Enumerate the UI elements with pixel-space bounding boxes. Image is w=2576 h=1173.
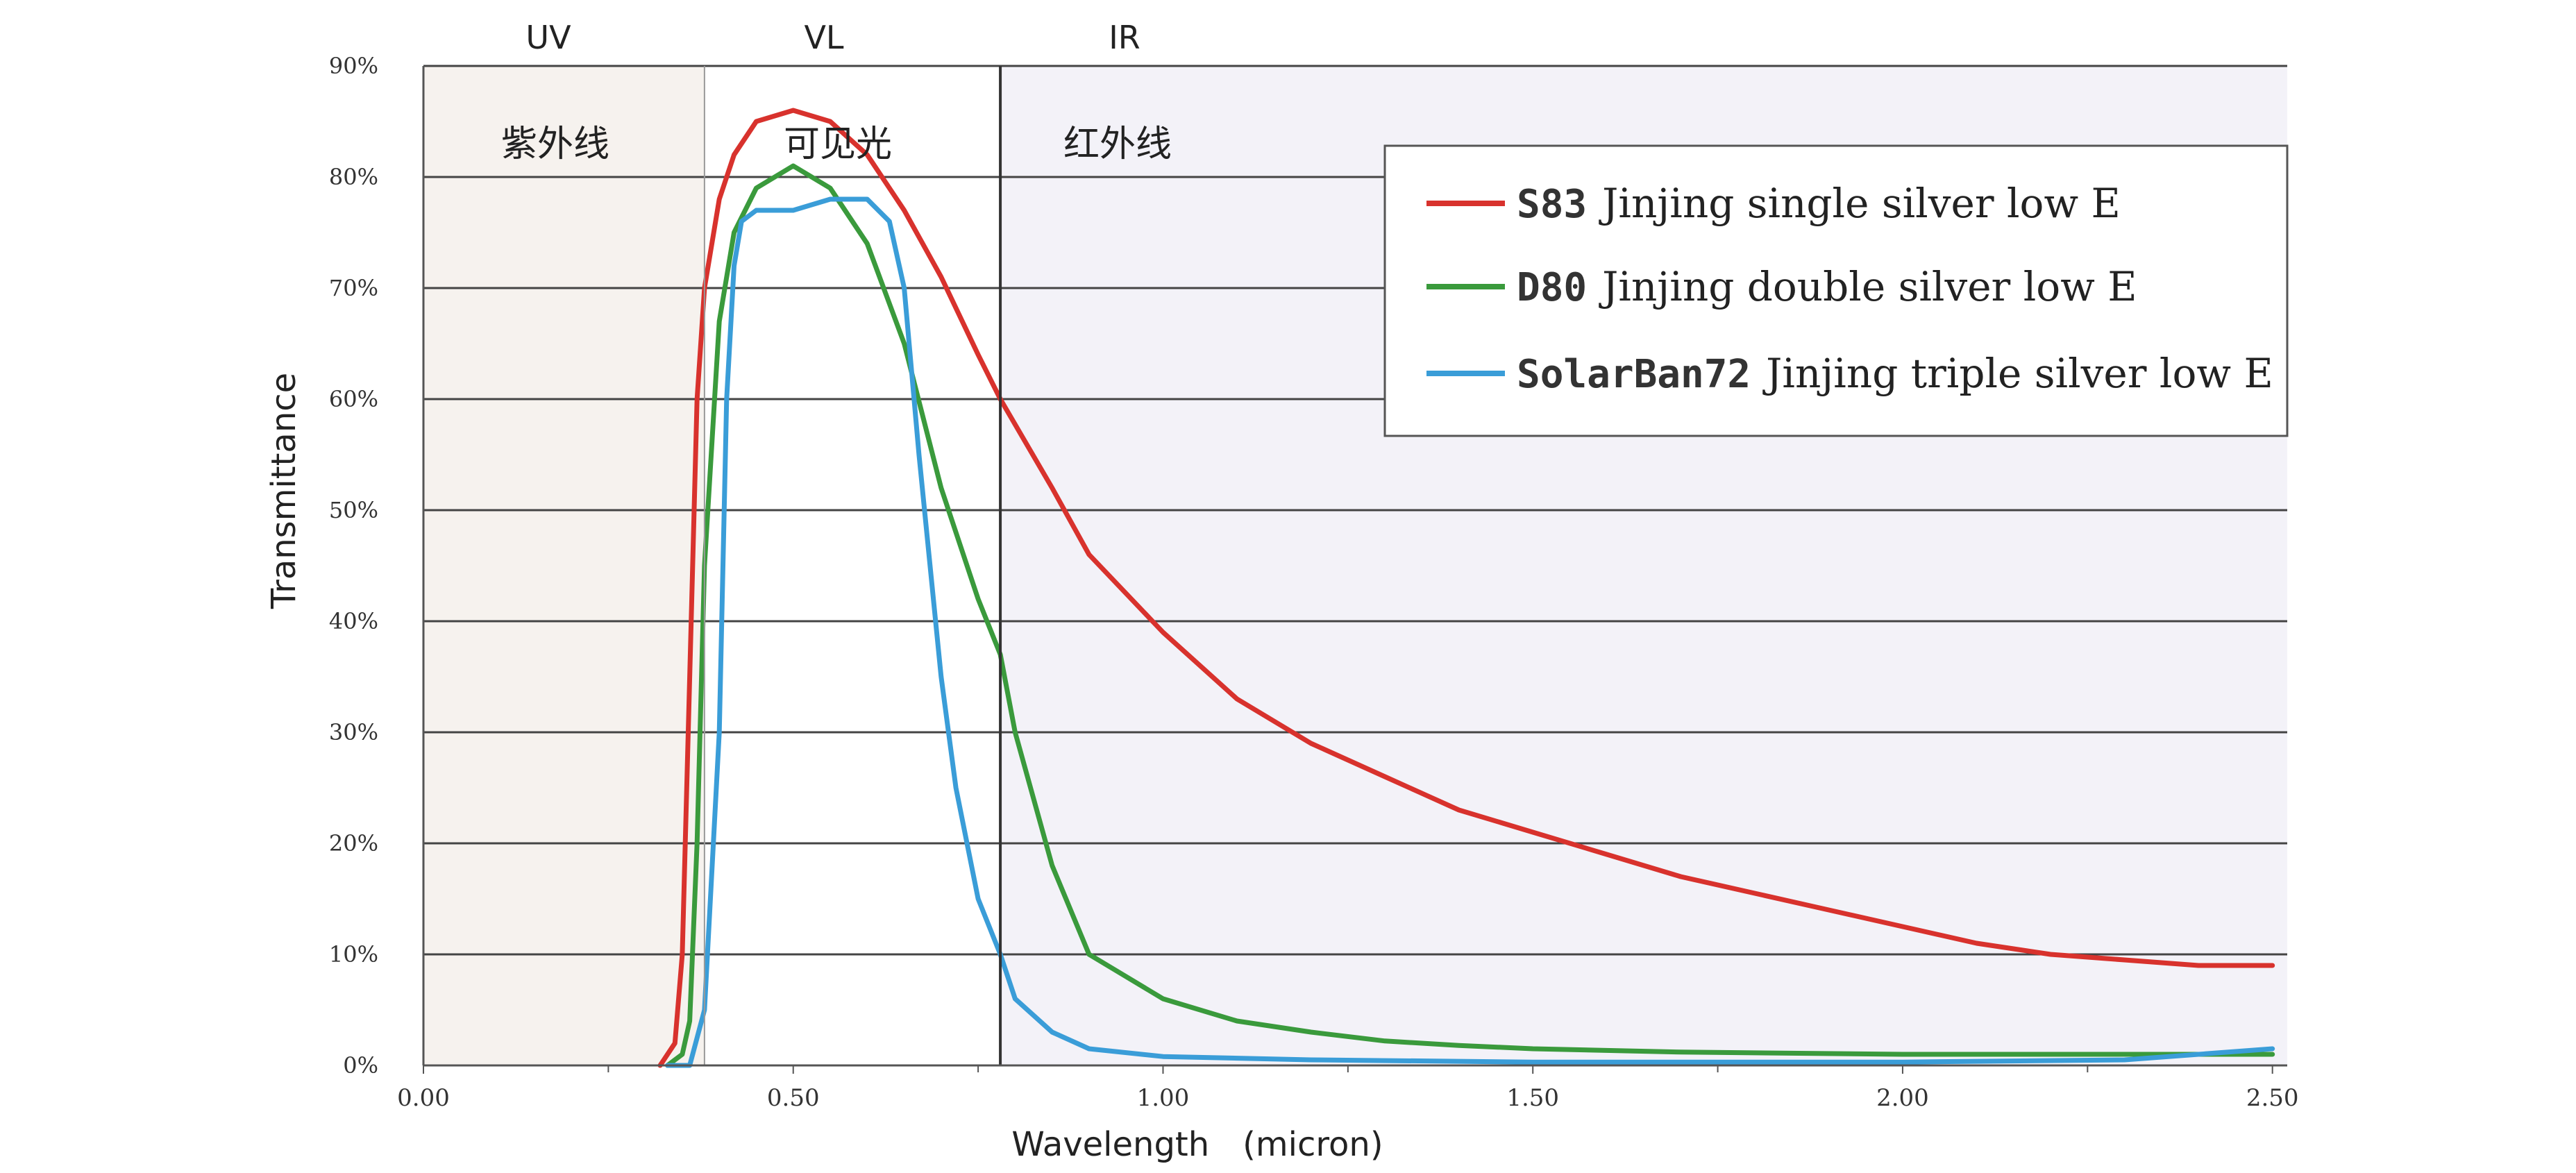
y-tick-label: 80% [329, 164, 378, 190]
y-tick-label: 10% [329, 941, 378, 968]
y-tick-label: 0% [343, 1052, 378, 1079]
region-vl-band [704, 66, 1001, 1065]
series-line-s83 [657, 108, 2275, 1068]
x-tick-labels: 0.00 0.50 1.00 1.50 2.00 2.50 [397, 1065, 2299, 1112]
x-tick-label: 0.50 [767, 1084, 820, 1112]
x-tick-label: 0.00 [397, 1084, 450, 1112]
legend-code: D80 [1517, 265, 1587, 310]
legend-description: Jinjing triple silver low E [1762, 350, 2273, 397]
region-uv-band [423, 66, 705, 1065]
region-ir-cn-label: 红外线 [1063, 124, 1172, 165]
grid-lines [423, 65, 2287, 1066]
x-axis-label: Wavelength (micron) [1011, 1125, 1383, 1164]
legend-description: Jinjing single silver low E [1599, 180, 2121, 227]
y-tick-label: 90% [329, 53, 378, 79]
region-ir-label: IR [1109, 19, 1140, 56]
region-vl-cn-label: 可见光 [784, 124, 892, 165]
y-tick-label: 70% [329, 275, 378, 301]
legend-box [1383, 144, 2289, 437]
y-tick-label: 20% [329, 830, 378, 856]
legend-code: S83 [1517, 182, 1587, 227]
region-labels: UV 紫外线 VL 可见光 IR 红外线 [501, 19, 1172, 165]
x-tick-label: 2.50 [2246, 1084, 2299, 1112]
legend-entry-solarban72: SolarBan72 Jinjing triple silver low E [1517, 350, 2273, 397]
y-tick-label: 50% [329, 497, 378, 523]
series-line-solarban72 [665, 196, 2275, 1068]
y-tick-label: 30% [329, 719, 378, 745]
y-axis-label: Transmittance [264, 373, 303, 609]
x-tick-label: 1.00 [1137, 1084, 1190, 1112]
legend-entry-d80: D80 Jinjing double silver low E [1517, 263, 2137, 310]
series-lines [657, 108, 2275, 1068]
plot-frame [422, 66, 2287, 1067]
legend-code: SolarBan72 [1517, 352, 1751, 397]
y-tick-labels: 0% 10% 20% 30% 40% 50% 60% 70% 80% 90% [329, 53, 378, 1079]
region-uv-label: UV [525, 19, 571, 56]
spectrum-regions [423, 66, 2287, 1065]
region-vl-label: VL [804, 19, 843, 56]
legend-entry-s83: S83 Jinjing single silver low E [1517, 180, 2121, 227]
x-tick-label: 2.00 [1876, 1084, 1929, 1112]
y-tick-label: 40% [329, 608, 378, 634]
legend: S83 Jinjing single silver low E D80 Jinjing… [1383, 144, 2289, 437]
y-tick-label: 60% [329, 386, 378, 412]
series-line-d80 [665, 163, 2275, 1068]
legend-description: Jinjing double silver low E [1599, 263, 2137, 310]
region-uv-cn-label: 紫外线 [501, 124, 609, 165]
x-tick-label: 1.50 [1506, 1084, 1559, 1112]
